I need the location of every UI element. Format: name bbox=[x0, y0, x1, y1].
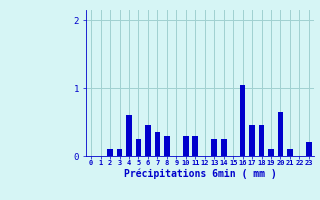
Bar bbox=[145, 125, 151, 156]
Bar bbox=[164, 136, 170, 156]
Bar bbox=[221, 139, 227, 156]
Bar bbox=[259, 125, 264, 156]
Bar bbox=[136, 139, 141, 156]
X-axis label: Précipitations 6min ( mm ): Précipitations 6min ( mm ) bbox=[124, 169, 276, 179]
Bar bbox=[278, 112, 283, 156]
Bar bbox=[192, 136, 198, 156]
Bar bbox=[107, 149, 113, 156]
Bar bbox=[126, 115, 132, 156]
Bar bbox=[268, 149, 274, 156]
Bar bbox=[249, 125, 255, 156]
Bar bbox=[287, 149, 293, 156]
Bar bbox=[155, 132, 160, 156]
Bar bbox=[117, 149, 122, 156]
Bar bbox=[306, 142, 312, 156]
Bar bbox=[183, 136, 189, 156]
Bar bbox=[240, 85, 245, 156]
Bar bbox=[212, 139, 217, 156]
